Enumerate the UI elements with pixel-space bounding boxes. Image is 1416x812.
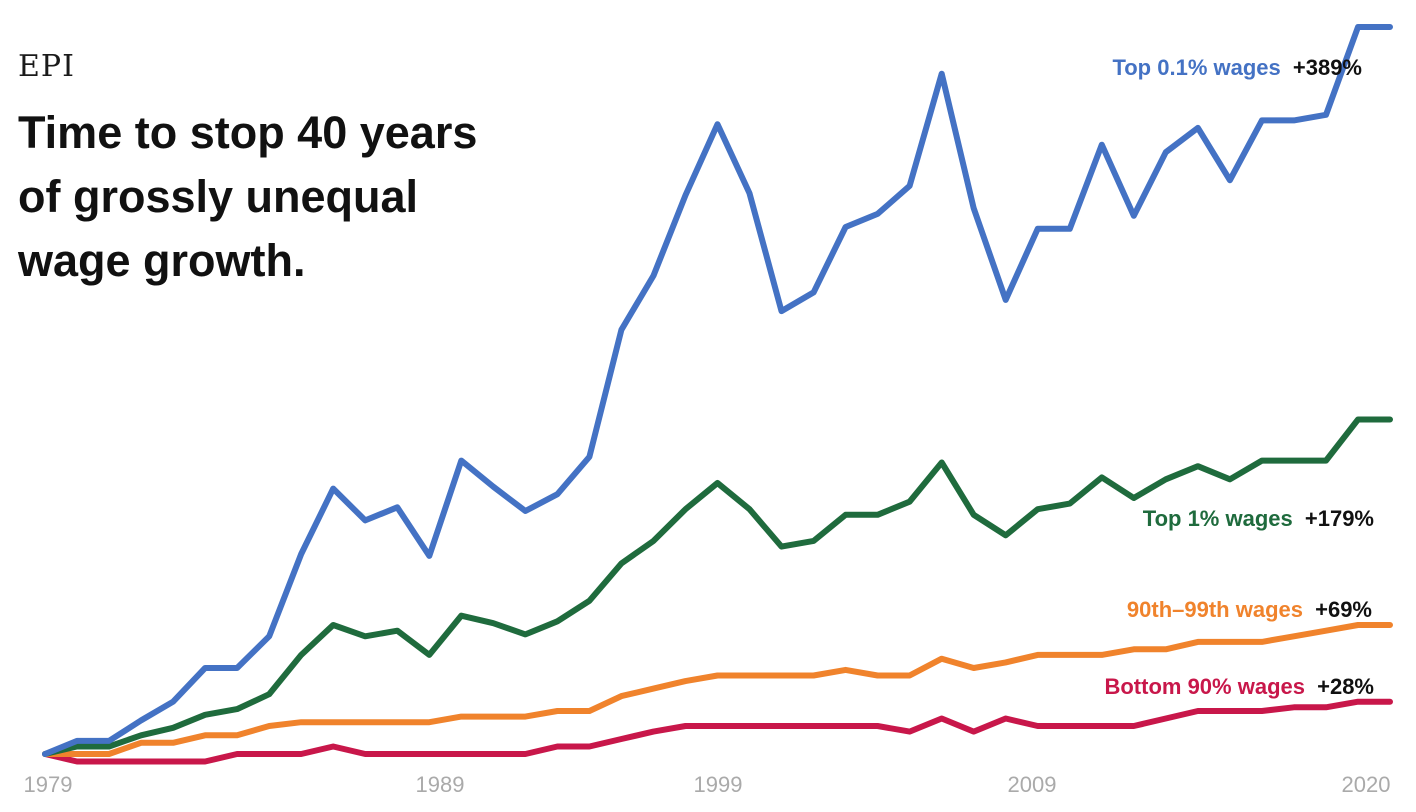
line-top-0-1-wages [42,24,1393,757]
title-line-3: wage growth. [17,235,306,286]
line-90th-99th-wages [42,622,1393,757]
title-line-2: of grossly unequal [18,171,418,222]
line-bottom-90-wages [42,698,1393,765]
series-lines [42,24,1393,765]
chart-title: Time to stop 40 years of grossly unequal… [17,107,490,286]
x-tick-2020: 2020 [1342,772,1391,797]
x-tick-1999: 1999 [694,772,743,797]
epi-logo: EPI [18,49,75,84]
label-top-1-name: Top 1% wages [1143,506,1293,531]
label-top-1-change: +179% [1305,506,1374,531]
x-tick-2009: 2009 [1008,772,1057,797]
label-top-0-1-name: Top 0.1% wages [1112,55,1280,80]
label-bottom-90-name: Bottom 90% wages [1104,674,1305,699]
title-line-1: Time to stop 40 years [18,107,477,158]
label-bottom-90-change: +28% [1317,674,1374,699]
label-90-99-name: 90th–99th wages [1127,597,1303,622]
line-top-1-wages [42,416,1393,757]
label-top-1: Top 1% wages +179% [1143,506,1374,531]
x-tick-1979: 1979 [24,772,73,797]
x-tick-1989: 1989 [416,772,465,797]
label-bottom-90: Bottom 90% wages +28% [1104,674,1374,699]
label-top-0-1: Top 0.1% wages +389% [1112,55,1362,80]
x-axis: 1979 1989 1999 2009 2020 [24,772,1391,797]
label-90-99-change: +69% [1315,597,1372,622]
label-top-0-1-change: +389% [1293,55,1362,80]
series-labels: Top 0.1% wages +389% Top 1% wages +179% … [1104,55,1374,699]
label-90-99: 90th–99th wages +69% [1127,597,1372,622]
